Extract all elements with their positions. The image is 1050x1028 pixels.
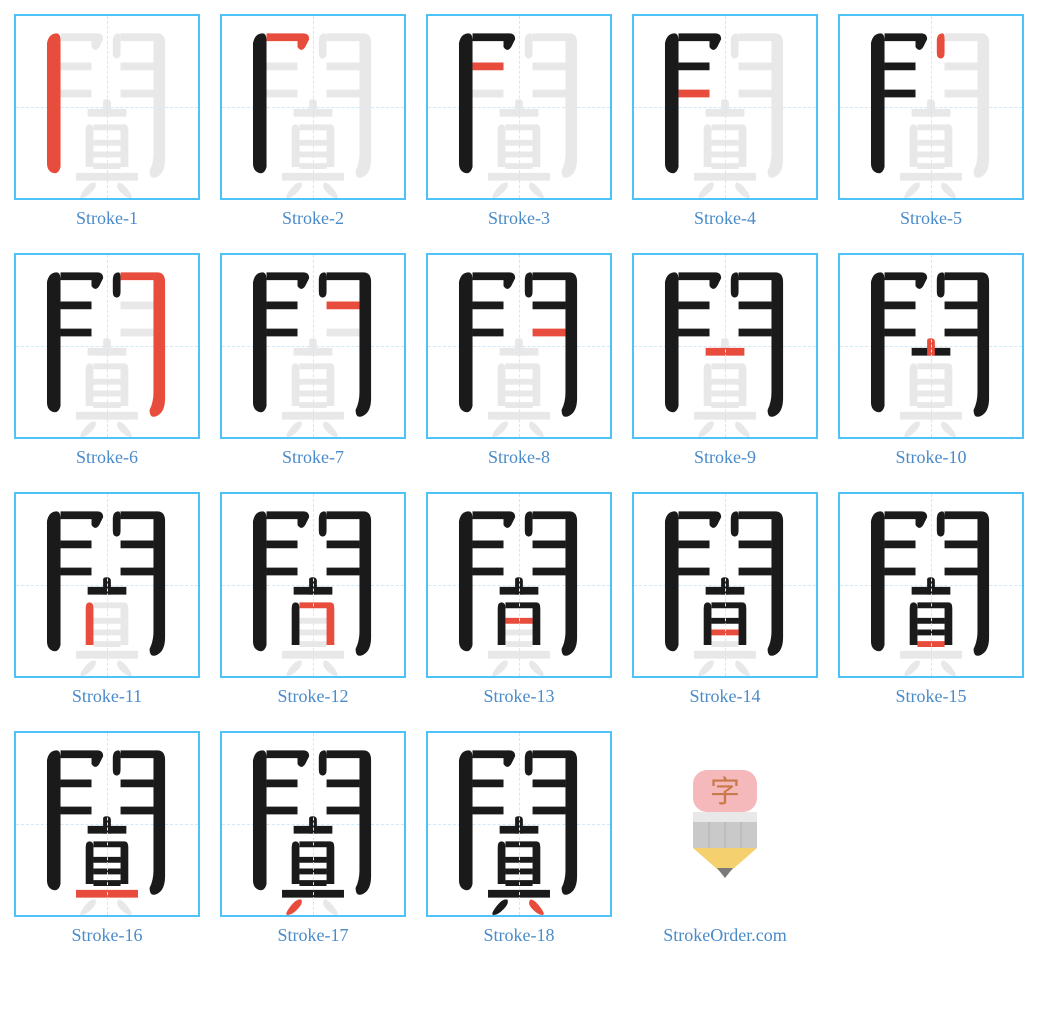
- stroke-label: Stroke-13: [484, 686, 555, 707]
- stroke-tile: [220, 492, 406, 678]
- stroke-label: Stroke-5: [900, 208, 962, 229]
- stroke-cell: Stroke-1: [14, 14, 200, 229]
- stroke-label: Stroke-16: [72, 925, 143, 946]
- stroke-cell: Stroke-6: [14, 253, 200, 468]
- stroke-cell: Stroke-18: [426, 731, 612, 946]
- site-logo: 字: [632, 731, 818, 917]
- stroke-label: Stroke-8: [488, 447, 550, 468]
- stroke-cell: Stroke-8: [426, 253, 612, 468]
- stroke-label: Stroke-17: [278, 925, 349, 946]
- stroke-cell: Stroke-17: [220, 731, 406, 946]
- stroke-label: Stroke-11: [72, 686, 142, 707]
- stroke-label: Stroke-12: [278, 686, 349, 707]
- stroke-label: Stroke-14: [690, 686, 761, 707]
- stroke-tile: [632, 14, 818, 200]
- stroke-label: Stroke-4: [694, 208, 756, 229]
- stroke-tile: [426, 492, 612, 678]
- stroke-cell: Stroke-5: [838, 14, 1024, 229]
- stroke-label: Stroke-1: [76, 208, 138, 229]
- stroke-cell: Stroke-7: [220, 253, 406, 468]
- stroke-cell: Stroke-15: [838, 492, 1024, 707]
- stroke-cell: Stroke-10: [838, 253, 1024, 468]
- stroke-tile: [838, 253, 1024, 439]
- stroke-tile: [426, 253, 612, 439]
- stroke-tile: [14, 731, 200, 917]
- stroke-cell: Stroke-9: [632, 253, 818, 468]
- stroke-label: Stroke-15: [896, 686, 967, 707]
- stroke-cell: Stroke-11: [14, 492, 200, 707]
- stroke-tile: [14, 492, 200, 678]
- stroke-tile: [220, 253, 406, 439]
- stroke-label: Stroke-10: [896, 447, 967, 468]
- stroke-tile: [220, 14, 406, 200]
- stroke-tile: [838, 14, 1024, 200]
- stroke-tile: [14, 14, 200, 200]
- stroke-cell: Stroke-12: [220, 492, 406, 707]
- attribution: StrokeOrder.com: [663, 925, 786, 946]
- stroke-cell: Stroke-14: [632, 492, 818, 707]
- stroke-label: Stroke-2: [282, 208, 344, 229]
- stroke-tile: [838, 492, 1024, 678]
- stroke-tile: [632, 492, 818, 678]
- stroke-tile: [632, 253, 818, 439]
- stroke-tile: [14, 253, 200, 439]
- stroke-cell: Stroke-13: [426, 492, 612, 707]
- stroke-cell: Stroke-16: [14, 731, 200, 946]
- stroke-cell: Stroke-4: [632, 14, 818, 229]
- stroke-tile: [426, 14, 612, 200]
- stroke-cell: Stroke-3: [426, 14, 612, 229]
- stroke-tile: [220, 731, 406, 917]
- stroke-label: Stroke-6: [76, 447, 138, 468]
- stroke-tile: [426, 731, 612, 917]
- stroke-label: Stroke-7: [282, 447, 344, 468]
- stroke-label: Stroke-3: [488, 208, 550, 229]
- stroke-label: Stroke-9: [694, 447, 756, 468]
- logo-cell: 字 StrokeOrder.com: [632, 731, 818, 946]
- logo-char: 字: [710, 776, 740, 809]
- stroke-label: Stroke-18: [484, 925, 555, 946]
- stroke-cell: Stroke-2: [220, 14, 406, 229]
